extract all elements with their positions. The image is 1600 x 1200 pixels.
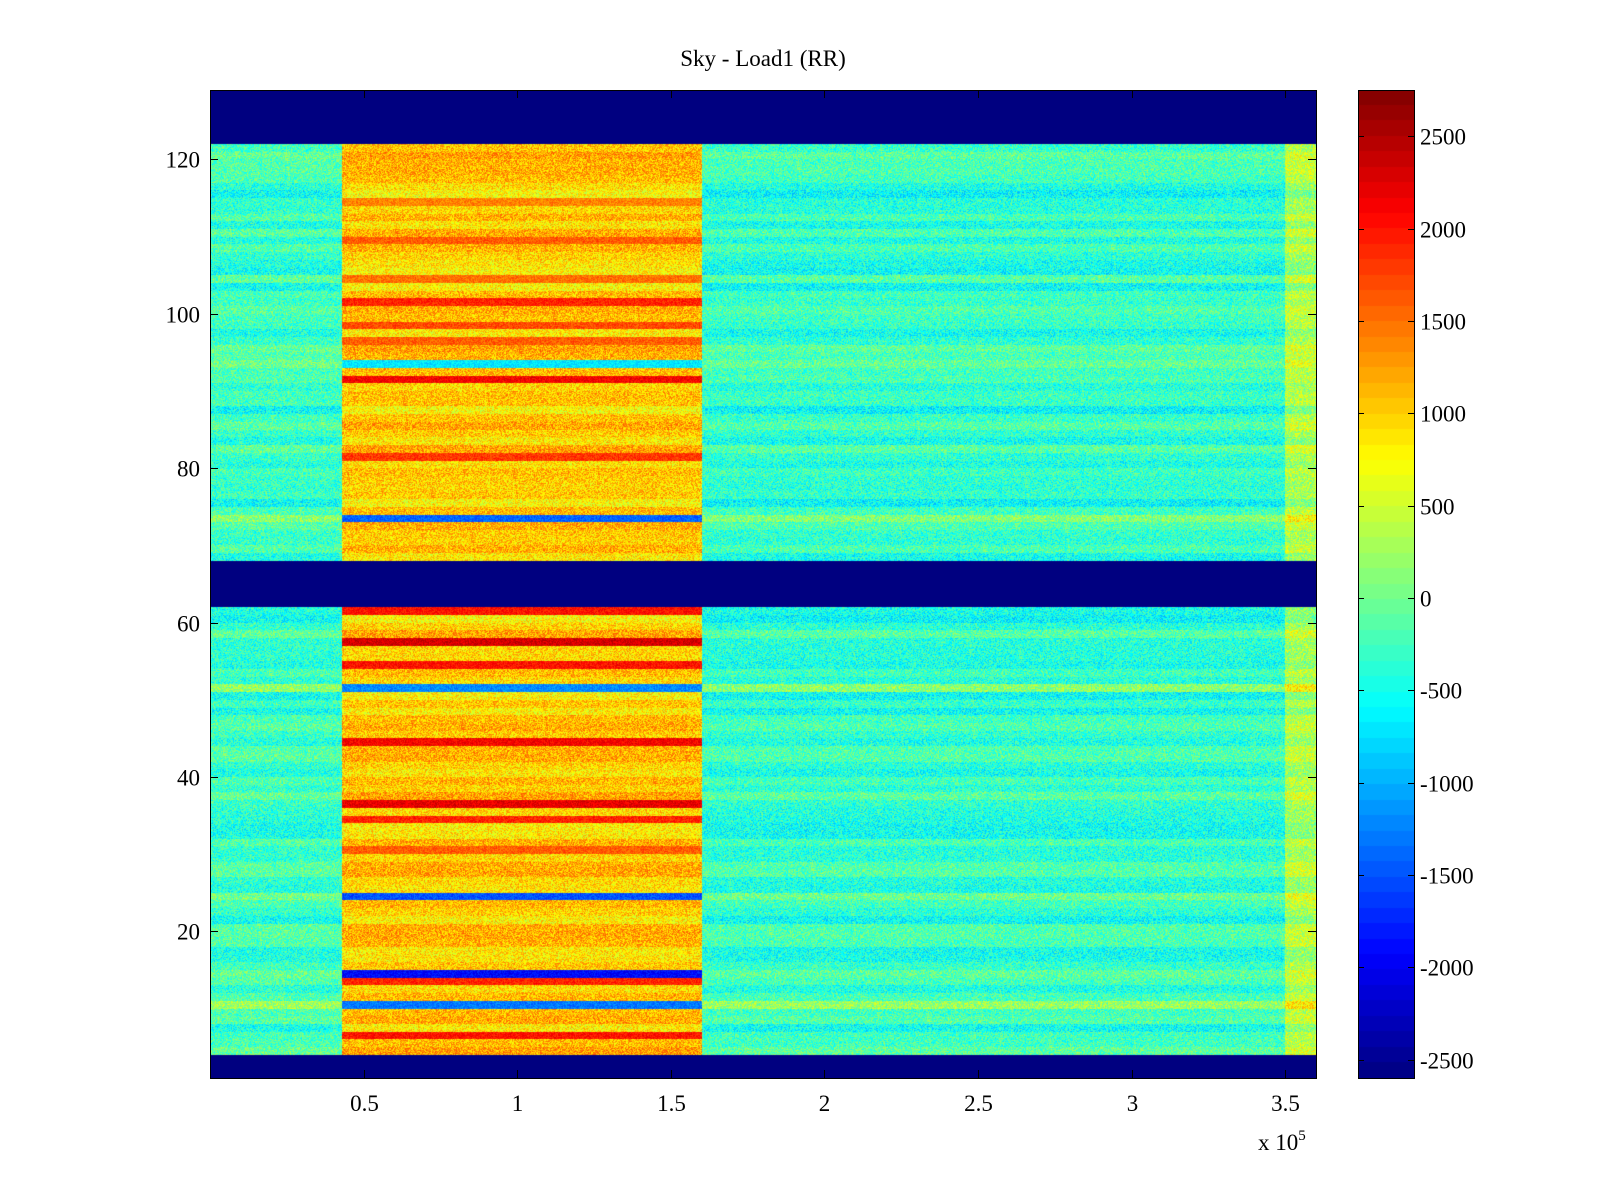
y-tick-label: 80 bbox=[177, 457, 200, 482]
colorbar-frame bbox=[1358, 90, 1415, 1079]
x-exponent-base: x 10 bbox=[1258, 1130, 1298, 1155]
x-axis: 0.5 1 1.5 2 2.5 3 3.5 bbox=[350, 90, 1300, 1116]
colorbar-tick-label: -1500 bbox=[1420, 864, 1474, 889]
y-tick-label: 40 bbox=[177, 766, 200, 791]
colorbar-tick-label: -1000 bbox=[1420, 772, 1474, 797]
x-tick-label: 3 bbox=[1127, 1091, 1139, 1116]
colorbar-axis: 2500 2000 1500 1000 500 0 -500 -1000 -1500 -2000 -… bbox=[1358, 125, 1474, 1074]
colorbar-image bbox=[1358, 90, 1414, 1078]
y-tick-label: 120 bbox=[166, 148, 201, 173]
y-tick-label: 60 bbox=[177, 612, 200, 637]
colorbar-tick-label: -2000 bbox=[1420, 956, 1474, 981]
colorbar-tick-label: -500 bbox=[1420, 679, 1462, 704]
x-exponent-label: x 105 bbox=[1258, 1128, 1306, 1155]
y-tick-label: 20 bbox=[177, 920, 200, 945]
x-tick-label: 2 bbox=[819, 1091, 831, 1116]
x-tick-label: 3.5 bbox=[1271, 1091, 1300, 1116]
colorbar-tick-label: 500 bbox=[1420, 495, 1455, 520]
y-tick-label: 100 bbox=[166, 303, 201, 328]
colorbar-tick-label: 1500 bbox=[1420, 310, 1466, 335]
heatmap-image bbox=[210, 90, 1316, 1078]
colorbar-tick-label: -2500 bbox=[1420, 1049, 1474, 1074]
x-tick-label: 1.5 bbox=[657, 1091, 686, 1116]
colorbar-tick-label: 2500 bbox=[1420, 125, 1466, 150]
colorbar-tick-label: 1000 bbox=[1420, 402, 1466, 427]
x-tick-label: 2.5 bbox=[964, 1091, 993, 1116]
colorbar-tick-label: 0 bbox=[1420, 587, 1432, 612]
x-exponent-power: 5 bbox=[1298, 1128, 1306, 1144]
x-tick-label: 0.5 bbox=[350, 1091, 379, 1116]
plot-frame bbox=[210, 90, 1317, 1079]
chart-title: Sky - Load1 (RR) bbox=[680, 46, 845, 71]
colorbar-tick-label: 2000 bbox=[1420, 218, 1466, 243]
x-tick-label: 1 bbox=[512, 1091, 524, 1116]
y-axis: 20 40 60 80 100 120 bbox=[166, 148, 1316, 945]
